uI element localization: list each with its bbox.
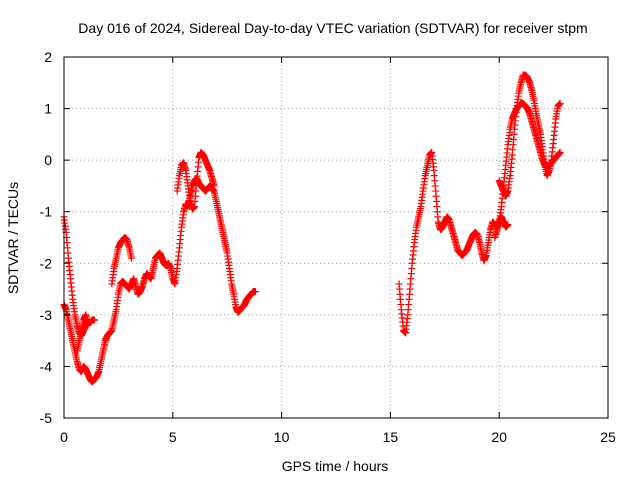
y-tick-label: 0 — [44, 152, 52, 168]
tick-labels: 0 5 10 15 20 25 -5 -4 -3 -2 -1 0 1 2 — [40, 49, 616, 445]
data-points — [60, 71, 564, 386]
x-tick-label: 20 — [491, 429, 507, 445]
grid-lines — [64, 57, 608, 418]
data-point-marker — [556, 99, 564, 107]
x-tick-label: 25 — [600, 429, 616, 445]
y-tick-label: 1 — [44, 101, 52, 117]
data-point-marker — [210, 182, 218, 190]
x-tick-label: 10 — [274, 429, 290, 445]
y-tick-label: -1 — [40, 204, 53, 220]
data-point-marker — [90, 316, 98, 324]
plot-border — [63, 56, 609, 419]
y-tick-label: -5 — [40, 410, 53, 426]
x-tick-label: 15 — [383, 429, 399, 445]
x-axis-label: GPS time / hours — [282, 458, 389, 474]
x-tick-label: 5 — [169, 429, 177, 445]
data-point-marker — [84, 321, 92, 329]
data-point-marker — [127, 254, 135, 262]
x-tick-label: 0 — [60, 429, 68, 445]
y-tick-label: -4 — [40, 358, 53, 374]
y-axis-label: SDTVAR / TECUs — [5, 182, 21, 294]
y-tick-label: 2 — [44, 49, 52, 65]
chart-title: Day 016 of 2024, Sidereal Day-to-day VTE… — [78, 20, 587, 36]
y-tick-label: -3 — [40, 307, 53, 323]
y-tick-label: -2 — [40, 255, 53, 271]
axes — [63, 56, 609, 419]
data-point-marker — [251, 288, 259, 296]
data-point-marker — [556, 148, 564, 156]
data-point-marker — [504, 221, 512, 229]
